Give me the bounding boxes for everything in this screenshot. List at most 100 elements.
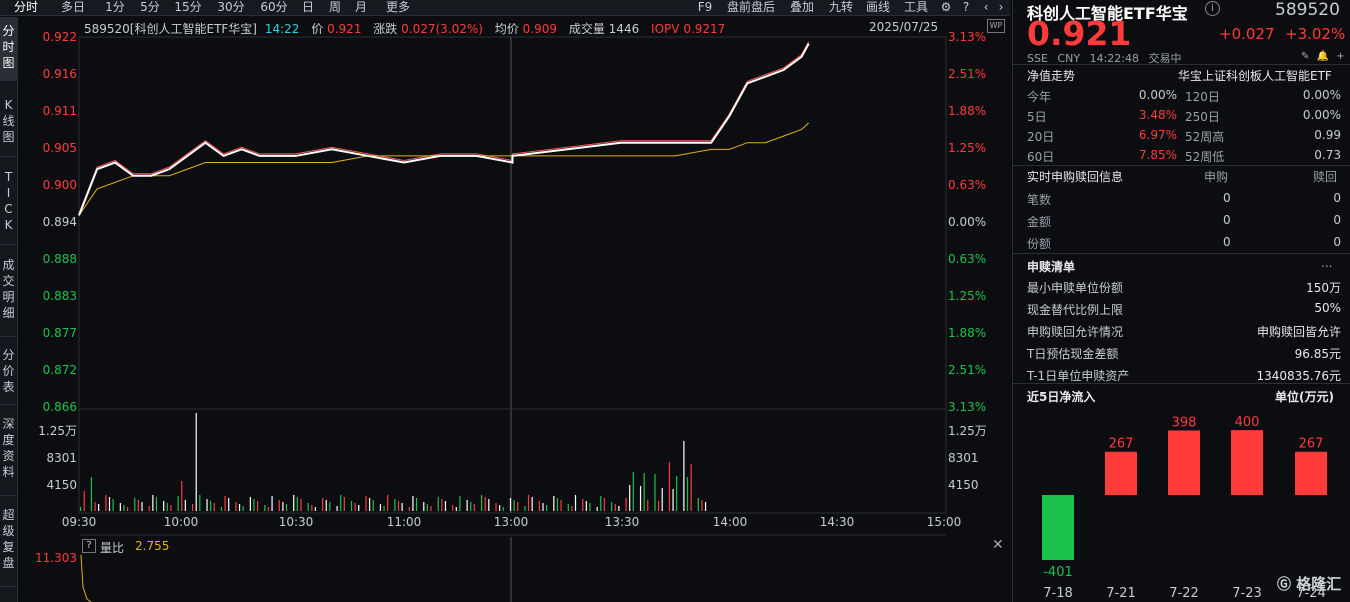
- close-icon[interactable]: ✕: [992, 537, 1004, 553]
- side-tab-tick[interactable]: T I C K: [0, 165, 17, 245]
- volume-bar: [668, 462, 671, 511]
- more-icon[interactable]: ...: [1321, 256, 1333, 270]
- volume-bar: [228, 498, 230, 511]
- price-tick-label: 0.916: [43, 67, 77, 81]
- volume-bar: [480, 495, 483, 511]
- pct-tick-label: 0.63%: [948, 178, 986, 192]
- time-tick-label: 14:30: [820, 515, 855, 529]
- tab-15min[interactable]: 15分: [174, 0, 202, 14]
- panel-icons: ✎ 🔔 +: [1301, 51, 1345, 62]
- flow-date-label: 7-23: [1232, 586, 1262, 601]
- flow-bar-label: 398: [1172, 415, 1197, 430]
- chevron-left-icon[interactable]: ‹: [983, 0, 989, 14]
- list-label: 申购赎回允许情况: [1027, 325, 1124, 339]
- volume-bar: [94, 502, 96, 511]
- volume-bar: [105, 495, 107, 511]
- tab-30min[interactable]: 30分: [217, 0, 245, 14]
- flow-bar: [1105, 451, 1137, 495]
- currency: CNY: [1057, 52, 1081, 65]
- volume-bar: [358, 505, 360, 511]
- overlay-button[interactable]: 叠加: [789, 0, 814, 14]
- volume-bar: [141, 502, 143, 511]
- prepost-button[interactable]: 盘前盘后: [726, 0, 775, 14]
- avg-label: 均价: [494, 22, 519, 36]
- volume-bar: [502, 507, 504, 511]
- nav-period-value: 3.48%: [1138, 108, 1177, 122]
- side-tab-review[interactable]: 超 级 复 盘: [0, 503, 17, 587]
- volume-bar: [658, 501, 660, 511]
- volume-bar: [300, 499, 302, 511]
- flow-date-label: 7-18: [1043, 586, 1073, 601]
- volume-bar: [423, 502, 425, 511]
- list-row: 申购赎回允许情况 申购赎回皆允许: [1013, 320, 1350, 340]
- tab-5min[interactable]: 5分: [140, 0, 160, 14]
- volume-bar: [412, 496, 414, 511]
- side-tab-price-table[interactable]: 分 价 表: [0, 343, 17, 405]
- tools-button[interactable]: 工具: [903, 0, 928, 14]
- tab-more[interactable]: 更多: [385, 0, 410, 14]
- nav-period2: 250日: [1185, 110, 1220, 124]
- volume-bar: [354, 503, 356, 511]
- nav-period-value: 6.97%: [1138, 128, 1177, 142]
- pct-tick-label: 3.13%: [948, 30, 986, 44]
- list-row: T-1日单位申赎资产 1340835.76元: [1013, 364, 1350, 384]
- last-price: 0.921: [1027, 14, 1132, 53]
- redeem-label: 份额: [1027, 237, 1052, 251]
- help-icon[interactable]: ?: [962, 0, 970, 14]
- volume-bar: [437, 497, 439, 511]
- chart-canvas[interactable]: 0.922 3.13% 0.916 2.51% 0.911 1.88% 0.905 1.25%…: [19, 17, 1010, 602]
- quote-panel: 科创人工智能ETF华宝 i 589520 0.921 +0.027 +3.02%…: [1012, 0, 1350, 602]
- tab-month[interactable]: 月: [354, 0, 367, 14]
- brand-icon: Ⓖ: [1277, 577, 1291, 593]
- side-tab-trades[interactable]: 成 交 明 细: [0, 253, 17, 337]
- tab-week[interactable]: 周: [328, 0, 341, 14]
- iopv-value: 0.9217: [683, 22, 726, 36]
- volume-bar: [98, 504, 100, 511]
- tab-1min[interactable]: 1分: [105, 0, 125, 14]
- volume-bar: [350, 501, 353, 511]
- vol-tick-label: 8301: [46, 451, 77, 465]
- volume-bar: [137, 500, 139, 511]
- nine-turn-button[interactable]: 九转: [828, 0, 853, 14]
- flow-bar-label: -401: [1043, 565, 1073, 580]
- iopv-label: IOPV: [651, 22, 680, 36]
- info-icon[interactable]: i: [1205, 1, 1220, 16]
- time-tick-label: 10:30: [279, 515, 314, 529]
- draw-line-button[interactable]: 画线: [865, 0, 890, 14]
- volume-bar: [369, 498, 371, 511]
- help-icon[interactable]: ?: [82, 539, 96, 553]
- tab-multiday[interactable]: 多日: [60, 0, 85, 14]
- tab-day[interactable]: 日: [301, 0, 314, 14]
- side-tab-intraday[interactable]: 分 时 图: [0, 17, 17, 81]
- volume-bar: [538, 501, 540, 511]
- vol-tick-label-right: 1.25万: [948, 424, 987, 438]
- chevron-right-icon[interactable]: ›: [998, 0, 1004, 14]
- trading-status: 交易中: [1148, 52, 1182, 65]
- bell-icon[interactable]: 🔔: [1316, 51, 1330, 62]
- nav-period: 5日: [1027, 110, 1047, 124]
- add-icon[interactable]: +: [1336, 51, 1345, 62]
- volume-bar: [285, 504, 288, 511]
- wp-icon[interactable]: WP: [987, 19, 1005, 33]
- volume-bar: [509, 498, 512, 511]
- pct-tick-label: 0.00%: [948, 215, 986, 229]
- volume-bar: [704, 502, 707, 511]
- side-tab-depth[interactable]: 深 度 资 料: [0, 412, 17, 496]
- settings-icon[interactable]: ⚙: [940, 0, 952, 14]
- volume-bar: [546, 505, 548, 511]
- tab-intraday[interactable]: 分时: [13, 0, 38, 14]
- intraday-chart[interactable]: 0.922 3.13% 0.916 2.51% 0.911 1.88% 0.905 1.25%…: [19, 17, 1010, 602]
- volume-bar: [582, 499, 584, 511]
- volume-bar: [686, 477, 689, 511]
- vol-value: 1446: [608, 22, 640, 36]
- volume-bar: [264, 505, 266, 511]
- volume-bar: [148, 506, 150, 511]
- volume-bar: [676, 476, 678, 511]
- tab-60min[interactable]: 60分: [260, 0, 288, 14]
- side-tab-kline[interactable]: K 线 图: [0, 93, 17, 157]
- volume-bar: [181, 481, 183, 511]
- volume-bar: [372, 500, 374, 511]
- edit-icon[interactable]: ✎: [1301, 51, 1310, 62]
- f9-button[interactable]: F9: [697, 0, 713, 14]
- volume-bar: [415, 498, 418, 511]
